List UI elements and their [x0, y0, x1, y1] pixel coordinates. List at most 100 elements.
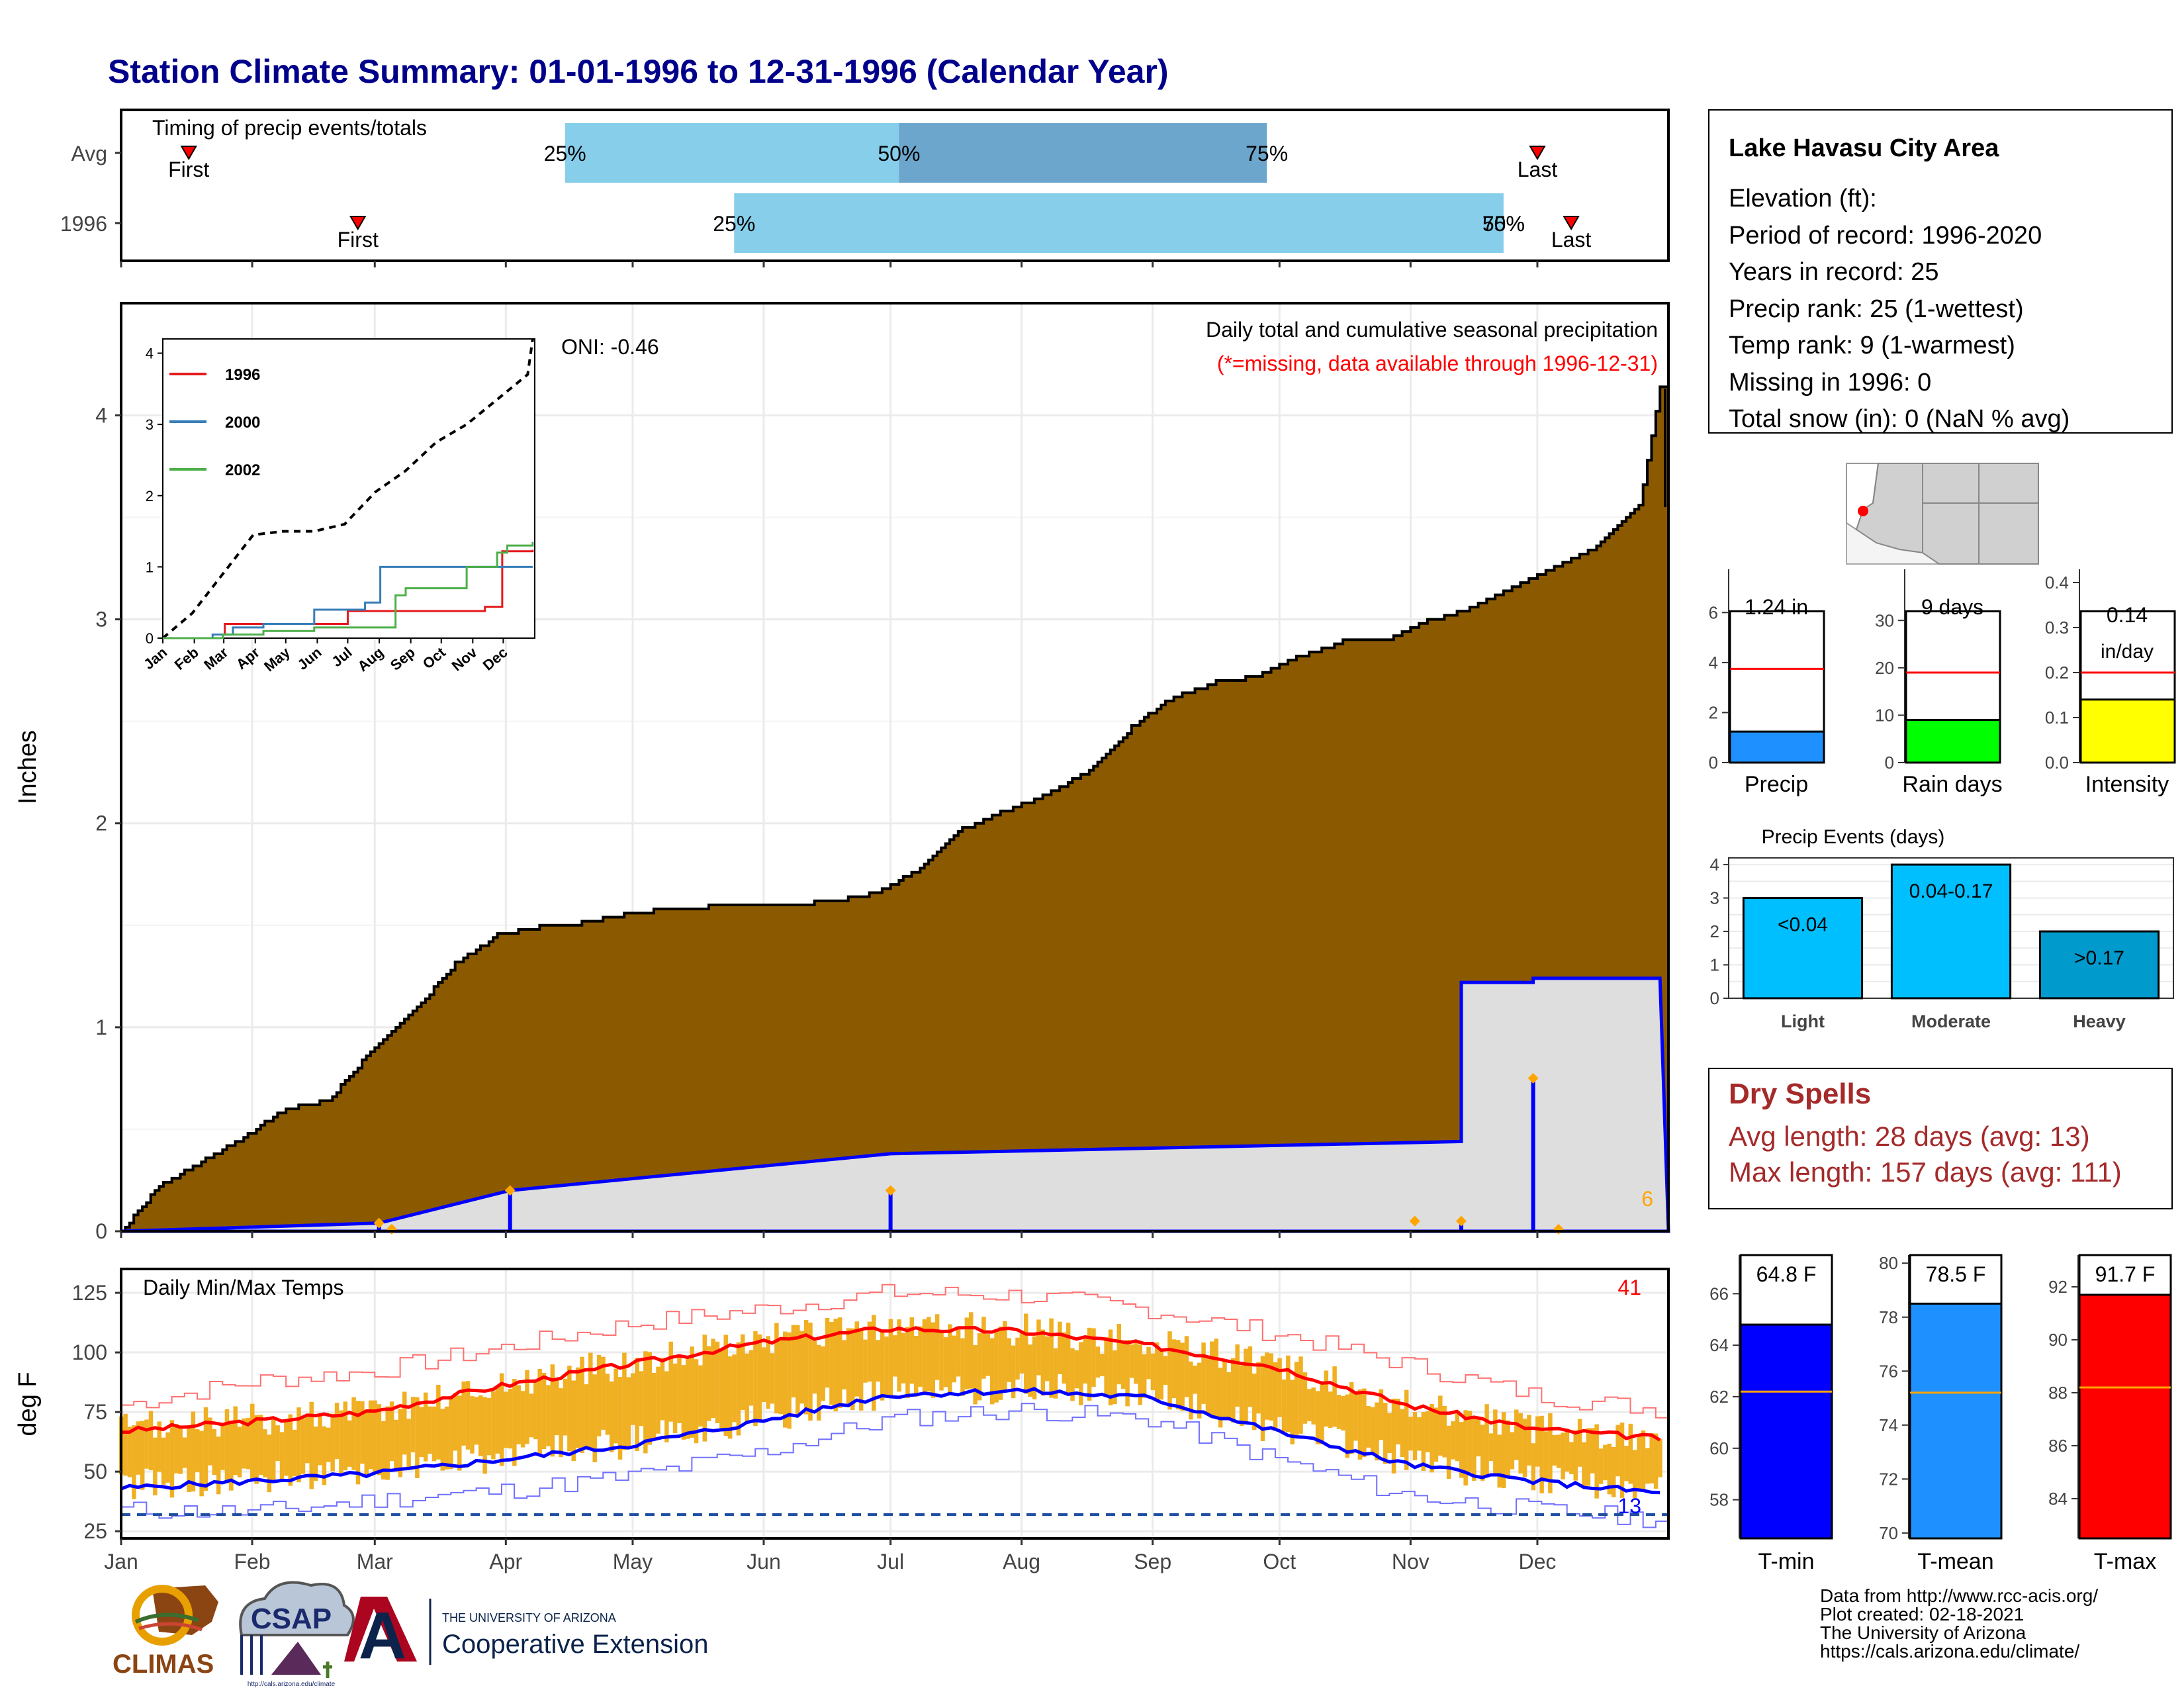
daily-temp-range-bar	[1260, 1356, 1265, 1442]
summary-bar-tick: 0.2	[2045, 663, 2069, 682]
csap-logo-text: CSAP	[251, 1603, 332, 1635]
precip-panel-frame	[120, 302, 1670, 1233]
daily-temp-range-bar	[1036, 1319, 1041, 1376]
daily-temp-range-bar	[681, 1365, 686, 1440]
month-axis-label: Nov	[1392, 1550, 1430, 1573]
daily-temp-range-bar	[436, 1385, 441, 1460]
temp-panel-frame	[120, 1268, 1670, 1540]
daily-temp-range-bar	[884, 1336, 889, 1397]
daily-temp-range-bar	[516, 1385, 521, 1444]
timing-panel-title: Timing of precip events/totals	[152, 116, 427, 140]
daily-temp-range-bar	[1214, 1338, 1218, 1419]
summary-bar-value: 9 days	[1921, 595, 1983, 619]
station-line-precip-rank: Precip rank: 25 (1-wettest)	[1729, 295, 2024, 323]
inset-month-label: Apr	[233, 643, 263, 673]
daily-temp-range-bar	[592, 1374, 597, 1462]
temp-bar-tick: 88	[2048, 1383, 2068, 1403]
daily-temp-range-bar	[1396, 1398, 1400, 1445]
daily-temp-range-bar	[1007, 1338, 1011, 1382]
daily-temp-range-bar	[989, 1338, 995, 1405]
daily-temp-range-bar	[1044, 1336, 1050, 1382]
daily-temp-range-bar	[787, 1332, 792, 1429]
daily-temp-range-bar	[723, 1335, 728, 1436]
temp-bar-tick: 84	[2048, 1489, 2068, 1509]
daily-temp-range-bar	[1125, 1340, 1130, 1407]
daily-temp-range-bar	[1586, 1428, 1591, 1486]
daily-temp-range-bar	[601, 1356, 606, 1430]
daily-temp-range-bar	[1129, 1344, 1134, 1378]
daily-temp-range-bar	[326, 1427, 331, 1462]
daily-temp-range-bar	[977, 1333, 982, 1401]
daily-temp-range-bar	[817, 1344, 821, 1421]
daily-temp-range-bar	[1184, 1336, 1189, 1397]
daily-temp-range-bar	[893, 1335, 897, 1377]
daily-temp-range-bar	[1167, 1331, 1172, 1410]
daily-temp-range-bar	[1239, 1365, 1244, 1426]
daily-temp-range-bar	[216, 1436, 221, 1495]
timing-p25-label: 25%	[713, 212, 755, 236]
ua-logo-big-text: Cooperative Extension	[442, 1630, 708, 1659]
daily-temp-range-bar	[169, 1420, 175, 1498]
daily-temp-range-bar	[1175, 1340, 1181, 1410]
daily-temp-range-bar	[1100, 1354, 1105, 1377]
month-axis-label: Jul	[877, 1550, 904, 1573]
footer-credits: Data from http://www.rcc-acis.org/ Plot …	[1820, 1585, 2098, 1662]
daily-temp-range-bar	[1573, 1430, 1578, 1481]
daily-temp-range-bar	[677, 1354, 682, 1423]
daily-temp-range-bar	[719, 1348, 724, 1429]
daily-temp-range-bar	[381, 1421, 386, 1480]
daily-temp-range-bar	[1539, 1415, 1544, 1493]
daily-temp-range-bar	[1463, 1410, 1468, 1486]
station-line-snow: Total snow (in): 0 (NaN % avg)	[1729, 405, 2070, 433]
precip-y-tick: 2	[95, 812, 107, 835]
daily-temp-range-bar	[943, 1337, 948, 1387]
inset-month-label: May	[261, 643, 293, 675]
footer-line-created: Plot created: 02-18-2021	[1820, 1604, 2024, 1624]
daily-temp-range-bar	[360, 1401, 365, 1464]
daily-temp-range-bar	[1459, 1422, 1464, 1478]
daily-temp-range-bar	[833, 1319, 839, 1411]
temp-y-tick: 125	[72, 1281, 107, 1305]
summary-bar-tick: 0	[1885, 753, 1894, 773]
daily-temp-range-bar	[1083, 1338, 1087, 1384]
station-line-years: Years in record: 25	[1729, 258, 1939, 286]
daily-temp-range-bar	[643, 1351, 648, 1454]
daily-temp-range-bar	[453, 1393, 458, 1451]
daily-temp-range-bar	[313, 1427, 318, 1481]
daily-temp-range-bar	[153, 1437, 158, 1495]
inset-average-line	[161, 338, 534, 639]
daily-temp-range-bar	[614, 1368, 618, 1444]
cumulative-1996-area	[120, 976, 1670, 1233]
daily-temp-range-bar	[1298, 1356, 1303, 1434]
footer-line-url: https://cals.arizona.edu/climate/	[1820, 1641, 2079, 1662]
inset-month-label: Feb	[171, 644, 202, 673]
daily-temp-range-bar	[1210, 1341, 1214, 1418]
daily-temp-range-bar	[796, 1325, 800, 1415]
daily-temp-range-bar	[242, 1418, 246, 1469]
daily-temp-range-bar	[757, 1334, 762, 1421]
daily-temp-range-bar	[808, 1323, 813, 1421]
summary-bar-value: 0.14	[2107, 603, 2148, 627]
temp-bar-value: 64.8 F	[1756, 1262, 1817, 1286]
daily-temp-range-bar	[1569, 1442, 1574, 1475]
temp-bar-tick: 64	[1709, 1335, 1729, 1355]
daily-temp-range-bar	[305, 1417, 310, 1464]
summary-bar-label: Precip	[1745, 772, 1808, 797]
daily-temp-range-bar	[706, 1346, 711, 1421]
daily-temp-range-bar	[1332, 1366, 1337, 1427]
daily-temp-range-bar	[639, 1371, 644, 1427]
precip-y-label: Inches	[14, 730, 42, 804]
temp-y-tick: 50	[83, 1460, 107, 1483]
daily-temp-range-bar	[1256, 1362, 1261, 1414]
daily-temp-range-bar	[799, 1331, 804, 1404]
station-info-box: Lake Havasu City Area Elevation (ft): Pe…	[1708, 109, 2173, 434]
csap-logo: CSAP http://cals.arizona.edu/climate	[239, 1581, 355, 1688]
precip-y-tick: 0	[95, 1219, 107, 1243]
daily-temp-range-bar	[250, 1403, 255, 1479]
daily-temp-range-bar	[1307, 1389, 1312, 1421]
daily-temp-range-bar	[825, 1317, 830, 1388]
daily-temp-range-bar	[482, 1397, 487, 1474]
daily-temp-range-bar	[1113, 1350, 1117, 1405]
average-low-line	[120, 1387, 1661, 1495]
daily-temp-range-bar	[1277, 1358, 1282, 1417]
